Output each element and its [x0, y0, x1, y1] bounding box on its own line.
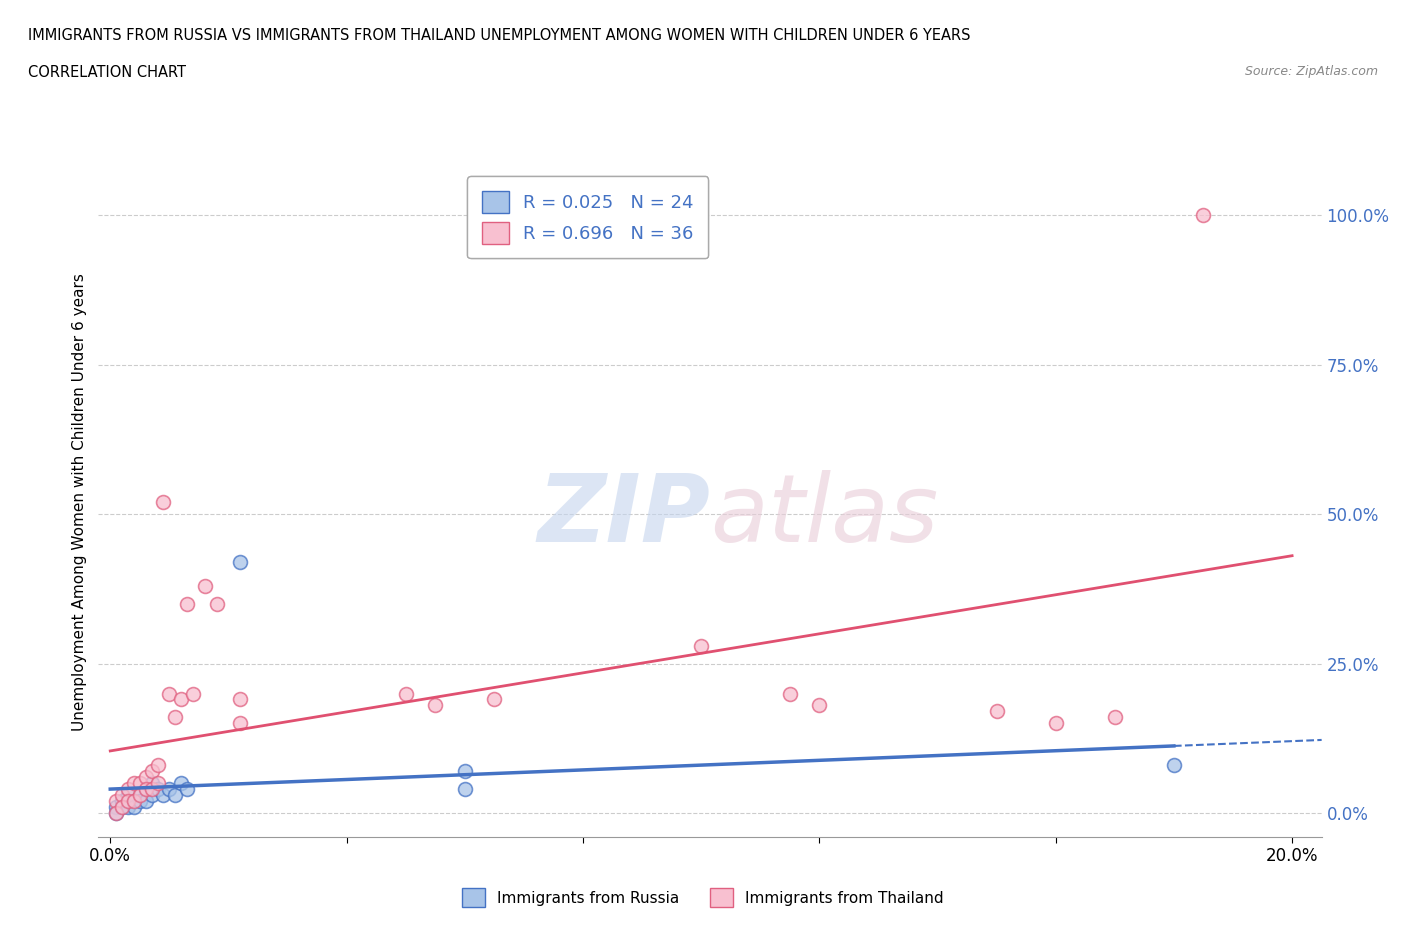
Point	[986, 704, 1008, 719]
Y-axis label: Unemployment Among Women with Children Under 6 years: Unemployment Among Women with Children U…	[72, 273, 87, 731]
Point	[105, 805, 128, 820]
Point	[146, 776, 169, 790]
Point	[128, 793, 150, 808]
Point	[111, 800, 134, 815]
Point	[229, 716, 252, 731]
Text: IMMIGRANTS FROM RUSSIA VS IMMIGRANTS FROM THAILAND UNEMPLOYMENT AMONG WOMEN WITH: IMMIGRANTS FROM RUSSIA VS IMMIGRANTS FRO…	[28, 28, 970, 43]
Text: CORRELATION CHART: CORRELATION CHART	[28, 65, 186, 80]
Point	[194, 578, 217, 593]
Point	[1192, 207, 1215, 222]
Point	[1045, 716, 1067, 731]
Point	[170, 776, 193, 790]
Point	[205, 596, 228, 611]
Point	[808, 698, 831, 713]
Point	[117, 800, 139, 815]
Point	[1104, 710, 1126, 724]
Point	[165, 710, 187, 724]
Point	[176, 782, 198, 797]
Point	[229, 554, 252, 569]
Point	[122, 793, 145, 808]
Point	[157, 686, 180, 701]
Text: atlas: atlas	[710, 470, 938, 561]
Text: Source: ZipAtlas.com: Source: ZipAtlas.com	[1244, 65, 1378, 78]
Point	[454, 782, 477, 797]
Point	[128, 788, 150, 803]
Point	[128, 776, 150, 790]
Point	[454, 764, 477, 778]
Point	[165, 788, 187, 803]
Point	[141, 788, 163, 803]
Point	[157, 782, 180, 797]
Point	[152, 788, 174, 803]
Point	[135, 793, 157, 808]
Point	[779, 686, 801, 701]
Point	[128, 788, 150, 803]
Point	[105, 793, 128, 808]
Point	[111, 800, 134, 815]
Point	[176, 596, 198, 611]
Point	[105, 805, 128, 820]
Legend: R = 0.025   N = 24, R = 0.696   N = 36: R = 0.025 N = 24, R = 0.696 N = 36	[467, 177, 709, 259]
Point	[1163, 758, 1185, 773]
Point	[117, 788, 139, 803]
Point	[484, 692, 506, 707]
Point	[146, 758, 169, 773]
Point	[395, 686, 418, 701]
Point	[122, 800, 145, 815]
Point	[181, 686, 204, 701]
Point	[122, 793, 145, 808]
Point	[152, 495, 174, 510]
Point	[425, 698, 447, 713]
Point	[111, 788, 134, 803]
Point	[146, 782, 169, 797]
Point	[141, 776, 163, 790]
Point	[141, 764, 163, 778]
Legend: Immigrants from Russia, Immigrants from Thailand: Immigrants from Russia, Immigrants from …	[456, 883, 950, 913]
Point	[141, 782, 163, 797]
Point	[135, 782, 157, 797]
Point	[111, 793, 134, 808]
Point	[117, 793, 139, 808]
Text: ZIP: ZIP	[537, 470, 710, 562]
Point	[690, 638, 713, 653]
Point	[117, 782, 139, 797]
Point	[229, 692, 252, 707]
Point	[170, 692, 193, 707]
Point	[135, 770, 157, 785]
Point	[135, 782, 157, 797]
Point	[105, 800, 128, 815]
Point	[122, 776, 145, 790]
